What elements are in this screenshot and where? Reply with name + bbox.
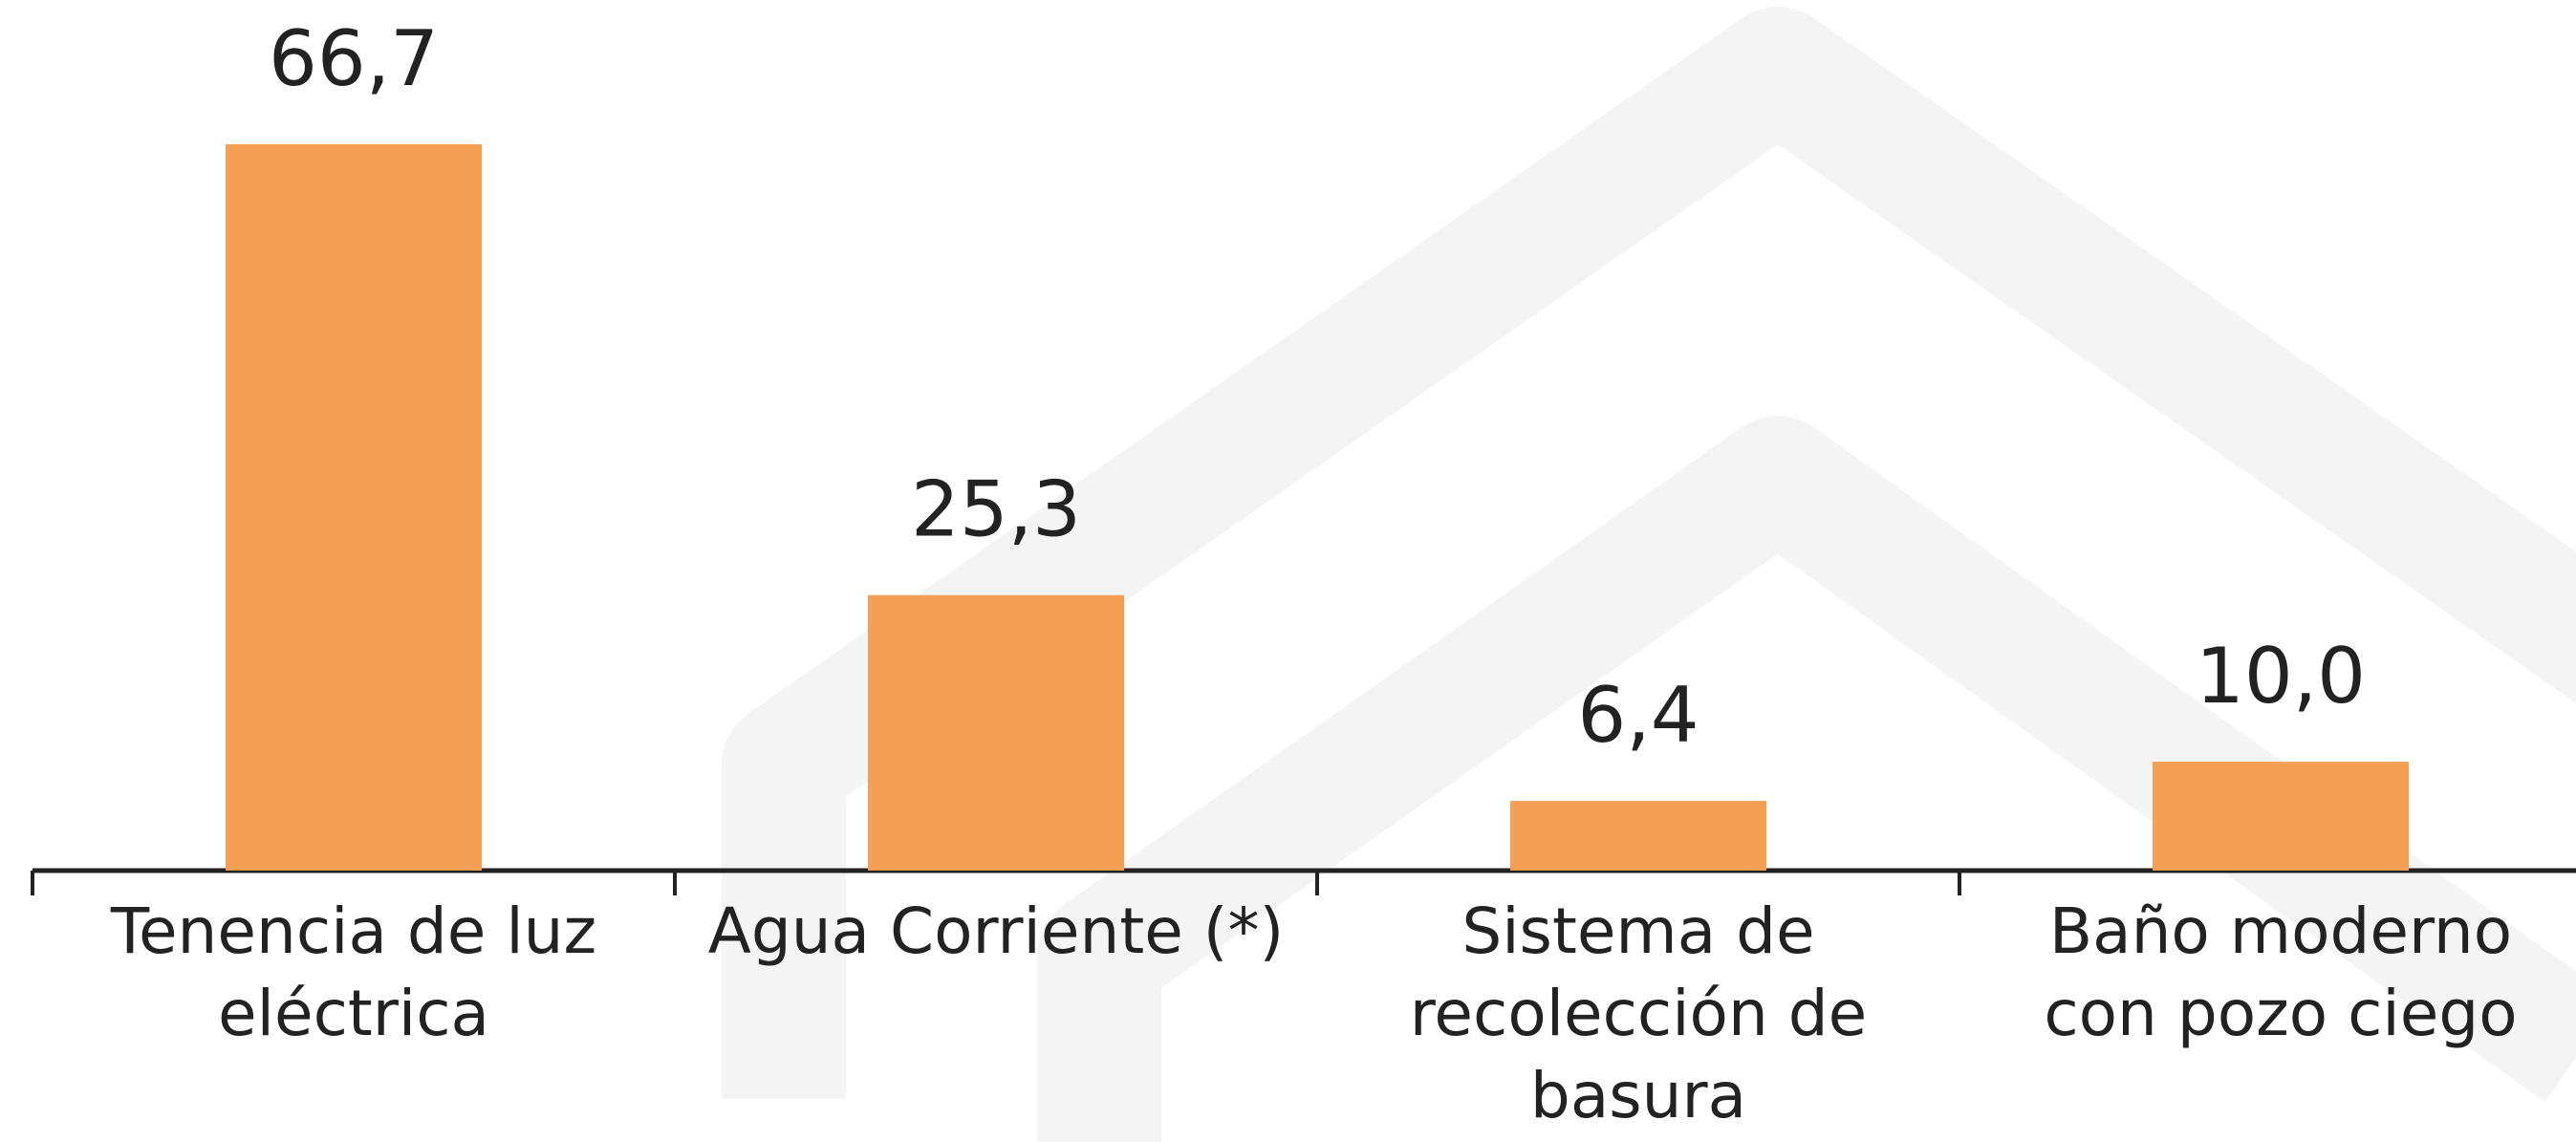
bar [1510, 801, 1766, 871]
value-label: 25,3 [911, 465, 1081, 554]
x-tick-label: Sistema de recolección de basura [1409, 894, 1868, 1132]
value-label: 10,0 [2196, 632, 2366, 721]
x-tick-label: Tenencia de luz eléctrica [110, 894, 597, 1050]
bar [2153, 762, 2409, 871]
x-tick-label: Agua Corriente (*) [707, 894, 1285, 968]
x-tick-label: Baño moderno con pozo ciego [2044, 894, 2518, 1050]
bar [868, 594, 1124, 871]
value-label: 6,4 [1577, 671, 1699, 760]
watermark-roof [722, 7, 2576, 1099]
value-label: 66,7 [269, 14, 439, 103]
bar [226, 144, 482, 871]
